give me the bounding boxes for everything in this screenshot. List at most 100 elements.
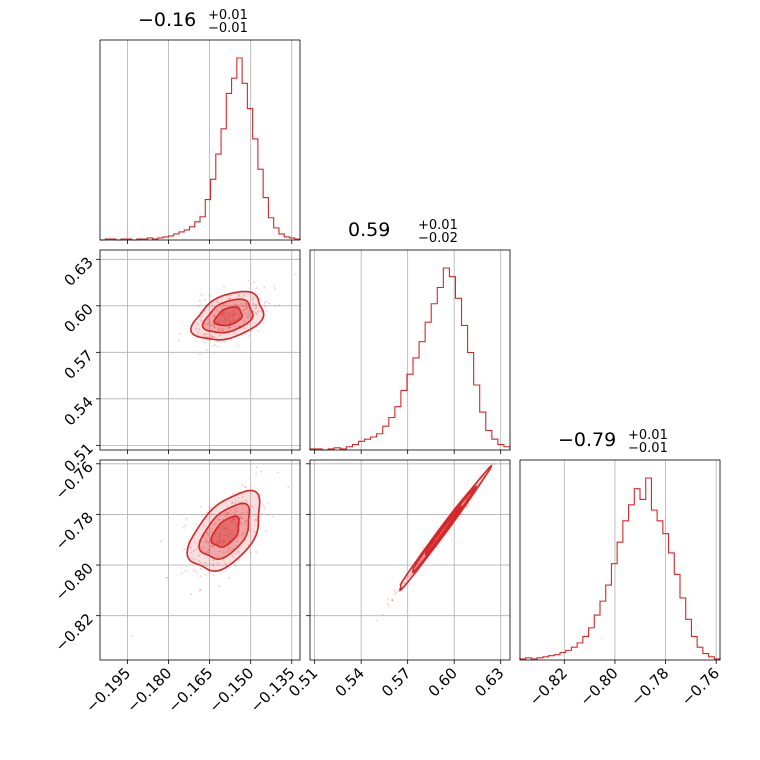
sample-point	[224, 539, 227, 542]
histogram-step-line	[100, 57, 301, 241]
sample-point	[235, 540, 238, 543]
sample-point	[211, 564, 214, 567]
sample-point	[252, 303, 255, 306]
sample-point	[232, 314, 235, 316]
sample-point	[197, 331, 200, 333]
sample-point	[238, 559, 240, 561]
sample-point	[220, 314, 223, 317]
sample-point	[247, 311, 250, 314]
panel-frame	[99, 459, 301, 661]
sample-point	[242, 309, 245, 312]
sample-point	[166, 576, 169, 579]
sample-point	[209, 334, 212, 336]
sample-point	[208, 294, 211, 297]
sample-point	[222, 518, 225, 521]
sample-point	[242, 517, 244, 520]
title-lower-error: −0.01	[208, 21, 248, 36]
sample-point	[203, 322, 206, 325]
sample-point	[231, 529, 233, 532]
sample-point	[214, 344, 216, 346]
sample-point	[226, 513, 229, 515]
sample-point	[228, 297, 231, 300]
sample-point	[217, 518, 220, 521]
panel-frame	[309, 459, 511, 661]
sample-point	[211, 544, 214, 547]
sample-point	[418, 560, 421, 563]
sample-point	[253, 531, 256, 534]
sample-point	[234, 309, 237, 311]
sample-point	[206, 323, 209, 326]
contour-level-2	[424, 505, 462, 557]
sample-point	[241, 483, 244, 486]
sample-point	[222, 311, 225, 314]
sample-point	[217, 310, 220, 313]
sample-point	[178, 339, 180, 342]
sample-point	[229, 313, 232, 315]
sample-point	[222, 540, 225, 543]
title-median: −0.16	[138, 9, 196, 31]
sample-point	[217, 340, 219, 343]
sample-point	[240, 515, 242, 518]
sample-point	[422, 547, 425, 550]
sample-point	[305, 270, 307, 272]
sample-point	[237, 325, 240, 328]
sample-point	[203, 534, 206, 537]
sample-point	[159, 540, 162, 543]
sample-point	[202, 548, 204, 551]
sample-point	[206, 551, 208, 553]
sample-point	[185, 517, 188, 520]
sample-point	[228, 314, 231, 317]
sample-point	[235, 537, 238, 540]
sample-point	[255, 313, 257, 316]
x-tick-label: −0.80	[577, 664, 622, 709]
sample-point	[215, 540, 218, 543]
sample-point	[232, 533, 235, 536]
sample-point	[515, 427, 517, 429]
sample-point	[218, 532, 221, 535]
sample-point	[255, 473, 257, 475]
sample-point	[248, 530, 251, 532]
sample-point	[237, 534, 240, 537]
sample-point	[221, 312, 224, 315]
sample-point	[499, 458, 501, 460]
sample-point	[220, 319, 222, 321]
sample-point	[199, 567, 202, 570]
title-upper-error: +0.01	[208, 8, 248, 23]
sample-point	[234, 523, 236, 525]
sample-point	[236, 510, 239, 513]
sample-point	[460, 513, 462, 516]
sample-point	[223, 303, 225, 306]
scatter-layer	[376, 427, 517, 622]
sample-point	[386, 598, 389, 601]
sample-point	[180, 572, 183, 575]
sample-point	[229, 320, 231, 323]
sample-point	[233, 518, 236, 521]
sample-point	[235, 544, 238, 547]
sample-point	[179, 332, 182, 335]
sample-point	[223, 527, 225, 530]
sample-point	[244, 519, 247, 522]
sample-point	[266, 501, 269, 504]
sample-point	[183, 548, 186, 550]
sample-point	[197, 322, 199, 325]
sample-point	[245, 302, 247, 305]
sample-point	[234, 553, 237, 555]
sample-point	[395, 591, 398, 594]
scatter-panel-1: −0.195−0.180−0.165−0.150−0.135−0.82−0.80…	[52, 458, 301, 716]
sample-point	[218, 535, 221, 538]
sample-point	[245, 314, 248, 316]
sample-point	[207, 551, 209, 554]
sample-point	[210, 324, 212, 327]
y-tick-label: 0.54	[60, 393, 96, 429]
sample-point	[226, 529, 229, 532]
sample-point	[244, 521, 246, 524]
sample-point	[245, 523, 248, 526]
sample-point	[227, 548, 230, 550]
sample-point	[206, 531, 208, 534]
sample-point	[212, 559, 215, 562]
sample-point	[189, 551, 192, 554]
sample-point	[245, 511, 248, 514]
sample-point	[277, 471, 280, 474]
sample-point	[228, 326, 231, 329]
sample-point	[233, 303, 236, 306]
